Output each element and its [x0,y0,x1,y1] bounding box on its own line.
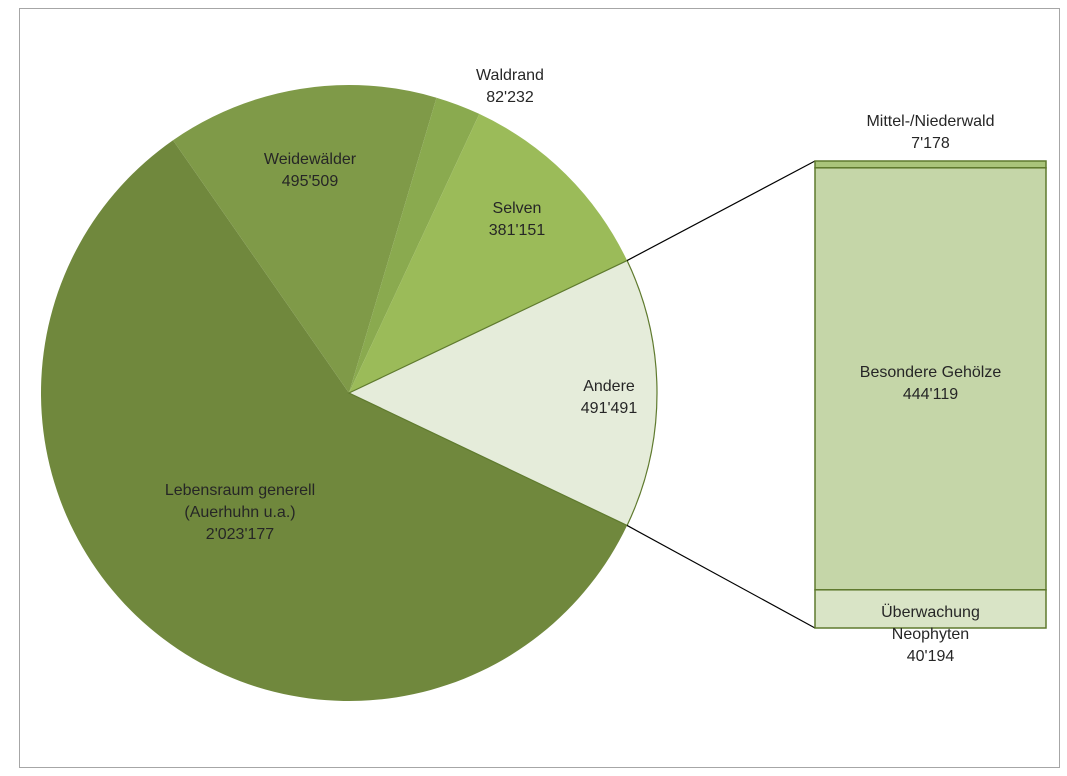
data-labels: Lebensraum generell (Auerhuhn u.a.) 2'023'… [165,67,1001,665]
data-label-weidewälder: Weidewälder 495'509 [264,151,357,190]
pie-slice-weidewälder [173,84,437,393]
pie-slice-andere [347,259,658,527]
bar-segment-überwachung-neophyten [814,589,1047,629]
data-label-lebensraum-generell-auerhuhn-u-a: Lebensraum generell (Auerhuhn u.a.) 2'023'… [165,482,315,543]
bar-segment-besondere-gehölze [814,167,1047,591]
breakdown-bar [814,160,1047,629]
data-label-mittel-niederwald: Mittel-/Niederwald 7'178 [866,113,994,152]
data-label-andere: Andere 491'491 [581,378,638,417]
pie-slice-waldrand [349,97,480,393]
pie-slice-selven [349,113,628,394]
pie [40,84,658,702]
bar-segment-mittel-niederwald [814,160,1047,169]
connector-line-bottom [626,524,816,629]
data-label-besondere-gehölze: Besondere Gehölze 444'119 [860,364,1002,403]
connector-lines [626,160,816,629]
data-label-selven: Selven 381'151 [489,200,546,239]
pie-slice-lebensraum-generell-auerhuhn-u-a [40,140,628,702]
data-label-waldrand: Waldrand 82'232 [476,67,544,106]
connector-line-top [626,160,816,262]
data-label-überwachung-neophyten: Überwachung Neophyten 40'194 [881,603,980,665]
